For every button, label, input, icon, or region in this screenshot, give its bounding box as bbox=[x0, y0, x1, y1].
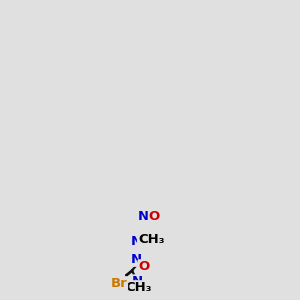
Text: CH₃: CH₃ bbox=[126, 281, 152, 294]
Text: Br: Br bbox=[110, 277, 127, 290]
Text: N: N bbox=[132, 275, 143, 288]
Text: O: O bbox=[139, 260, 150, 273]
Text: N: N bbox=[131, 253, 142, 266]
Text: N: N bbox=[131, 235, 142, 248]
Text: CH₃: CH₃ bbox=[138, 233, 164, 246]
Text: O: O bbox=[149, 211, 160, 224]
Text: N: N bbox=[137, 211, 148, 224]
